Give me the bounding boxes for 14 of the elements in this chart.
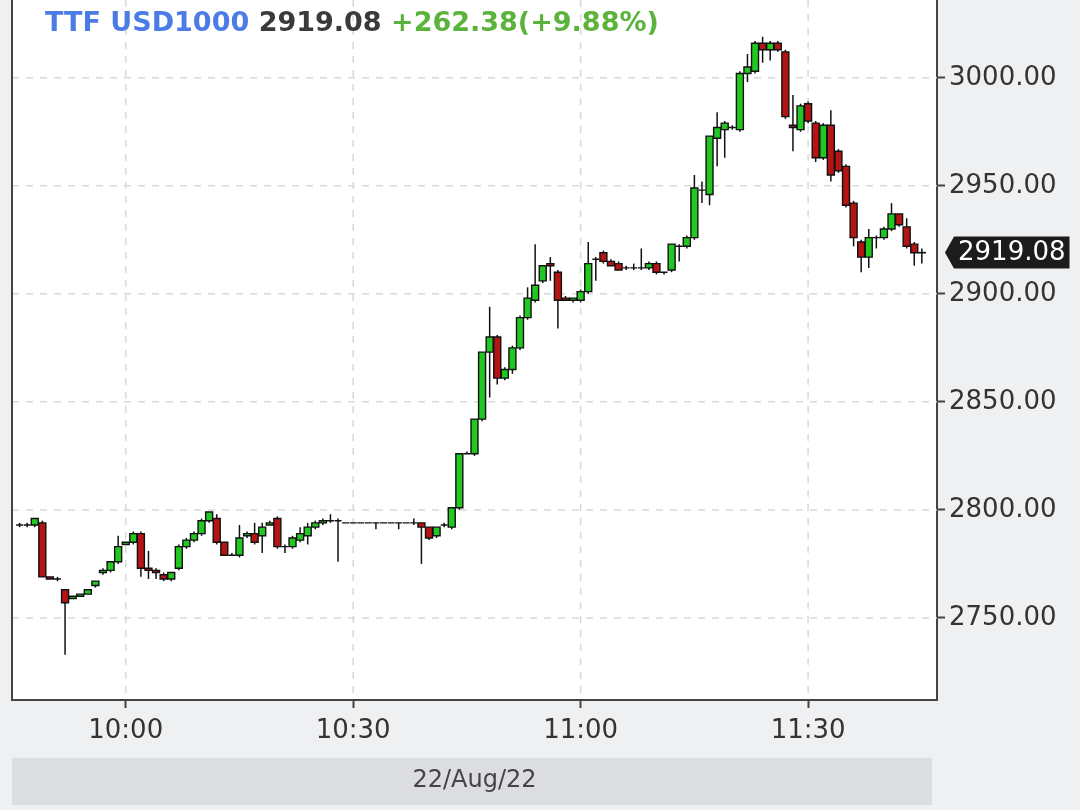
y-tick-label: 2850.00 <box>949 384 1057 415</box>
x-tick-label: 10:30 <box>315 714 391 745</box>
chart-subtitle: 2919.08 +262.38(+9.88%) <box>258 6 659 37</box>
x-tick-label: 11:00 <box>543 714 619 745</box>
x-tick-label: 11:30 <box>770 714 846 745</box>
text: 2919.08 <box>958 236 1066 267</box>
y-tick-label: 2800.00 <box>949 492 1057 523</box>
y-tick-label: 3000.00 <box>949 60 1057 91</box>
y-tick-label: 2750.00 <box>949 600 1057 631</box>
x-tick-label: 10:00 <box>88 714 164 745</box>
y-tick-label: 2950.00 <box>949 168 1057 199</box>
x-axis-title: 22/Aug/22 <box>412 764 537 793</box>
y-tick-label: 2900.00 <box>949 276 1057 307</box>
chart-title: TTF USD1000 <box>45 6 250 37</box>
